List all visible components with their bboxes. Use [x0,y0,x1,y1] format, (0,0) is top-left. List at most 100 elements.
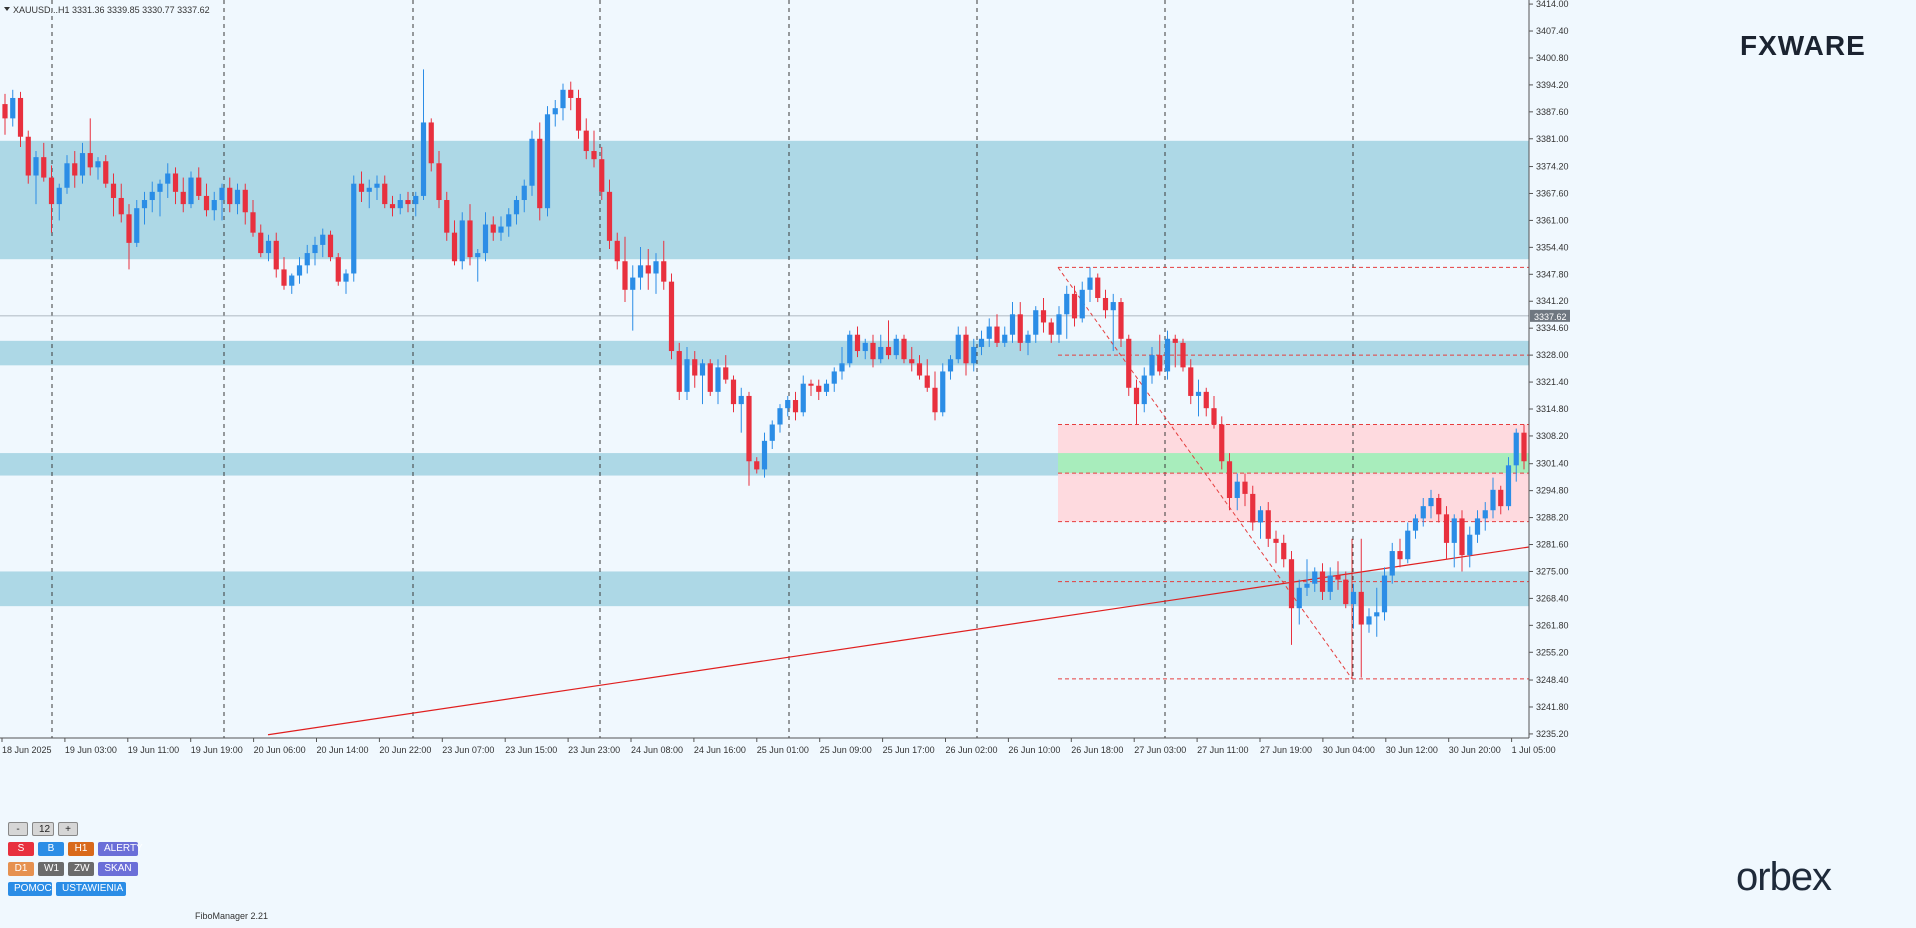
candle-body [95,161,101,168]
candle-body [1095,277,1101,298]
candle-body [1203,391,1209,409]
candle-body [1265,510,1271,539]
candle-body [335,257,341,282]
candle-body [196,177,202,196]
candle-body [180,191,186,205]
time-tick-label: 24 Jun 16:00 [694,745,746,755]
candle-body [1002,334,1008,343]
price-tick-label: 3394.20 [1536,80,1569,90]
candle-body [707,363,713,392]
timeframe-w1-button[interactable]: W1 [38,862,64,876]
candle-body [1273,538,1279,543]
candle-body [1226,461,1233,498]
candle-body [64,163,70,188]
sell-button[interactable]: S [8,842,34,856]
time-tick-label: 30 Jun 12:00 [1386,745,1438,755]
candle-body [1009,314,1016,335]
settings-button[interactable]: USTAWIENIA [56,882,126,896]
candle-body [785,400,791,409]
candle-body [1412,518,1419,531]
candle-body [203,195,210,211]
candle-body [265,240,272,254]
price-tick-label: 3261.80 [1536,620,1569,630]
candle-body [606,191,613,241]
sr-zone-0 [0,140,1529,260]
candle-body [1319,571,1326,592]
candle-body [289,275,295,286]
candle-body [273,240,279,270]
timeframe-h1-button[interactable]: H1 [68,842,94,856]
candle-body [1048,322,1054,335]
symbol-header: XAUUSD...H1 3331.36 3339.85 3330.77 3337… [13,5,210,15]
candle-body [723,367,729,380]
price-tick-label: 3354.40 [1536,242,1569,252]
time-tick-label: 30 Jun 04:00 [1323,745,1375,755]
candle-body [560,89,566,109]
candle-body [963,334,969,364]
candle-body [940,371,946,413]
candle-body [219,187,225,201]
price-tick-label: 3275.00 [1536,566,1569,576]
candle-body [661,261,667,282]
candle-body [157,183,163,192]
decrease-button[interactable]: - [8,822,28,836]
candle-body [1079,289,1085,319]
time-tick-label: 18 Jun 2025 [2,745,52,755]
period-value[interactable]: 12 [32,822,54,836]
candle-body [544,114,551,209]
candle-body [738,395,744,405]
candle-body [1451,518,1457,543]
scan-button[interactable]: SKAN [98,862,138,876]
price-tick-label: 3241.80 [1536,702,1569,712]
candle-body [862,342,868,352]
candle-body [1327,575,1333,592]
candle-body [110,183,117,198]
orbex-logo: orbex [1736,855,1832,900]
candle-body [1436,497,1442,515]
candle-body [568,89,574,98]
candle-body [79,153,86,176]
candle-body [48,177,55,205]
candle-body [366,187,372,192]
candle-body [1017,314,1023,343]
candle-body [978,338,985,347]
buy-button[interactable]: B [38,842,64,856]
alerts-button[interactable]: ALERTY [98,842,143,856]
price-tick-label: 3347.80 [1536,269,1569,279]
candle-body [1064,293,1070,315]
candle-body [575,97,582,131]
increase-button[interactable]: + [58,822,78,836]
candle-body [382,183,388,205]
price-tick-label: 3387.60 [1536,107,1569,117]
candle-body [444,200,450,233]
candle-body [1335,575,1341,580]
candle-body [808,383,814,386]
candle-body [211,200,217,211]
candle-body [537,138,543,209]
candle-body [1459,518,1465,556]
candle-body [521,185,527,201]
candle-body [637,265,644,278]
candle-body [41,157,47,178]
help-button[interactable]: POMOC [8,882,52,896]
time-tick-label: 26 Jun 02:00 [946,745,998,755]
candle-body [692,359,698,376]
time-tick-label: 1 Jul 05:00 [1512,745,1556,755]
timeframe-d1-button[interactable]: D1 [8,862,34,876]
price-tick-label: 3288.20 [1536,513,1569,523]
price-tick-label: 3341.20 [1536,296,1569,306]
candle-body [924,375,930,388]
candle-body [1513,432,1519,466]
candle-body [1350,591,1357,605]
candle-body [630,277,636,290]
time-tick-label: 25 Jun 09:00 [820,745,872,755]
candle-body [17,97,24,137]
price-tick-label: 3374.20 [1536,162,1569,172]
candle-body [1281,542,1287,560]
candle-body [1343,579,1349,605]
candle-body [1056,314,1062,335]
candle-body [281,269,287,286]
candle-body [599,159,605,192]
zw-button[interactable]: ZW [68,862,94,876]
candle-body [188,177,194,205]
